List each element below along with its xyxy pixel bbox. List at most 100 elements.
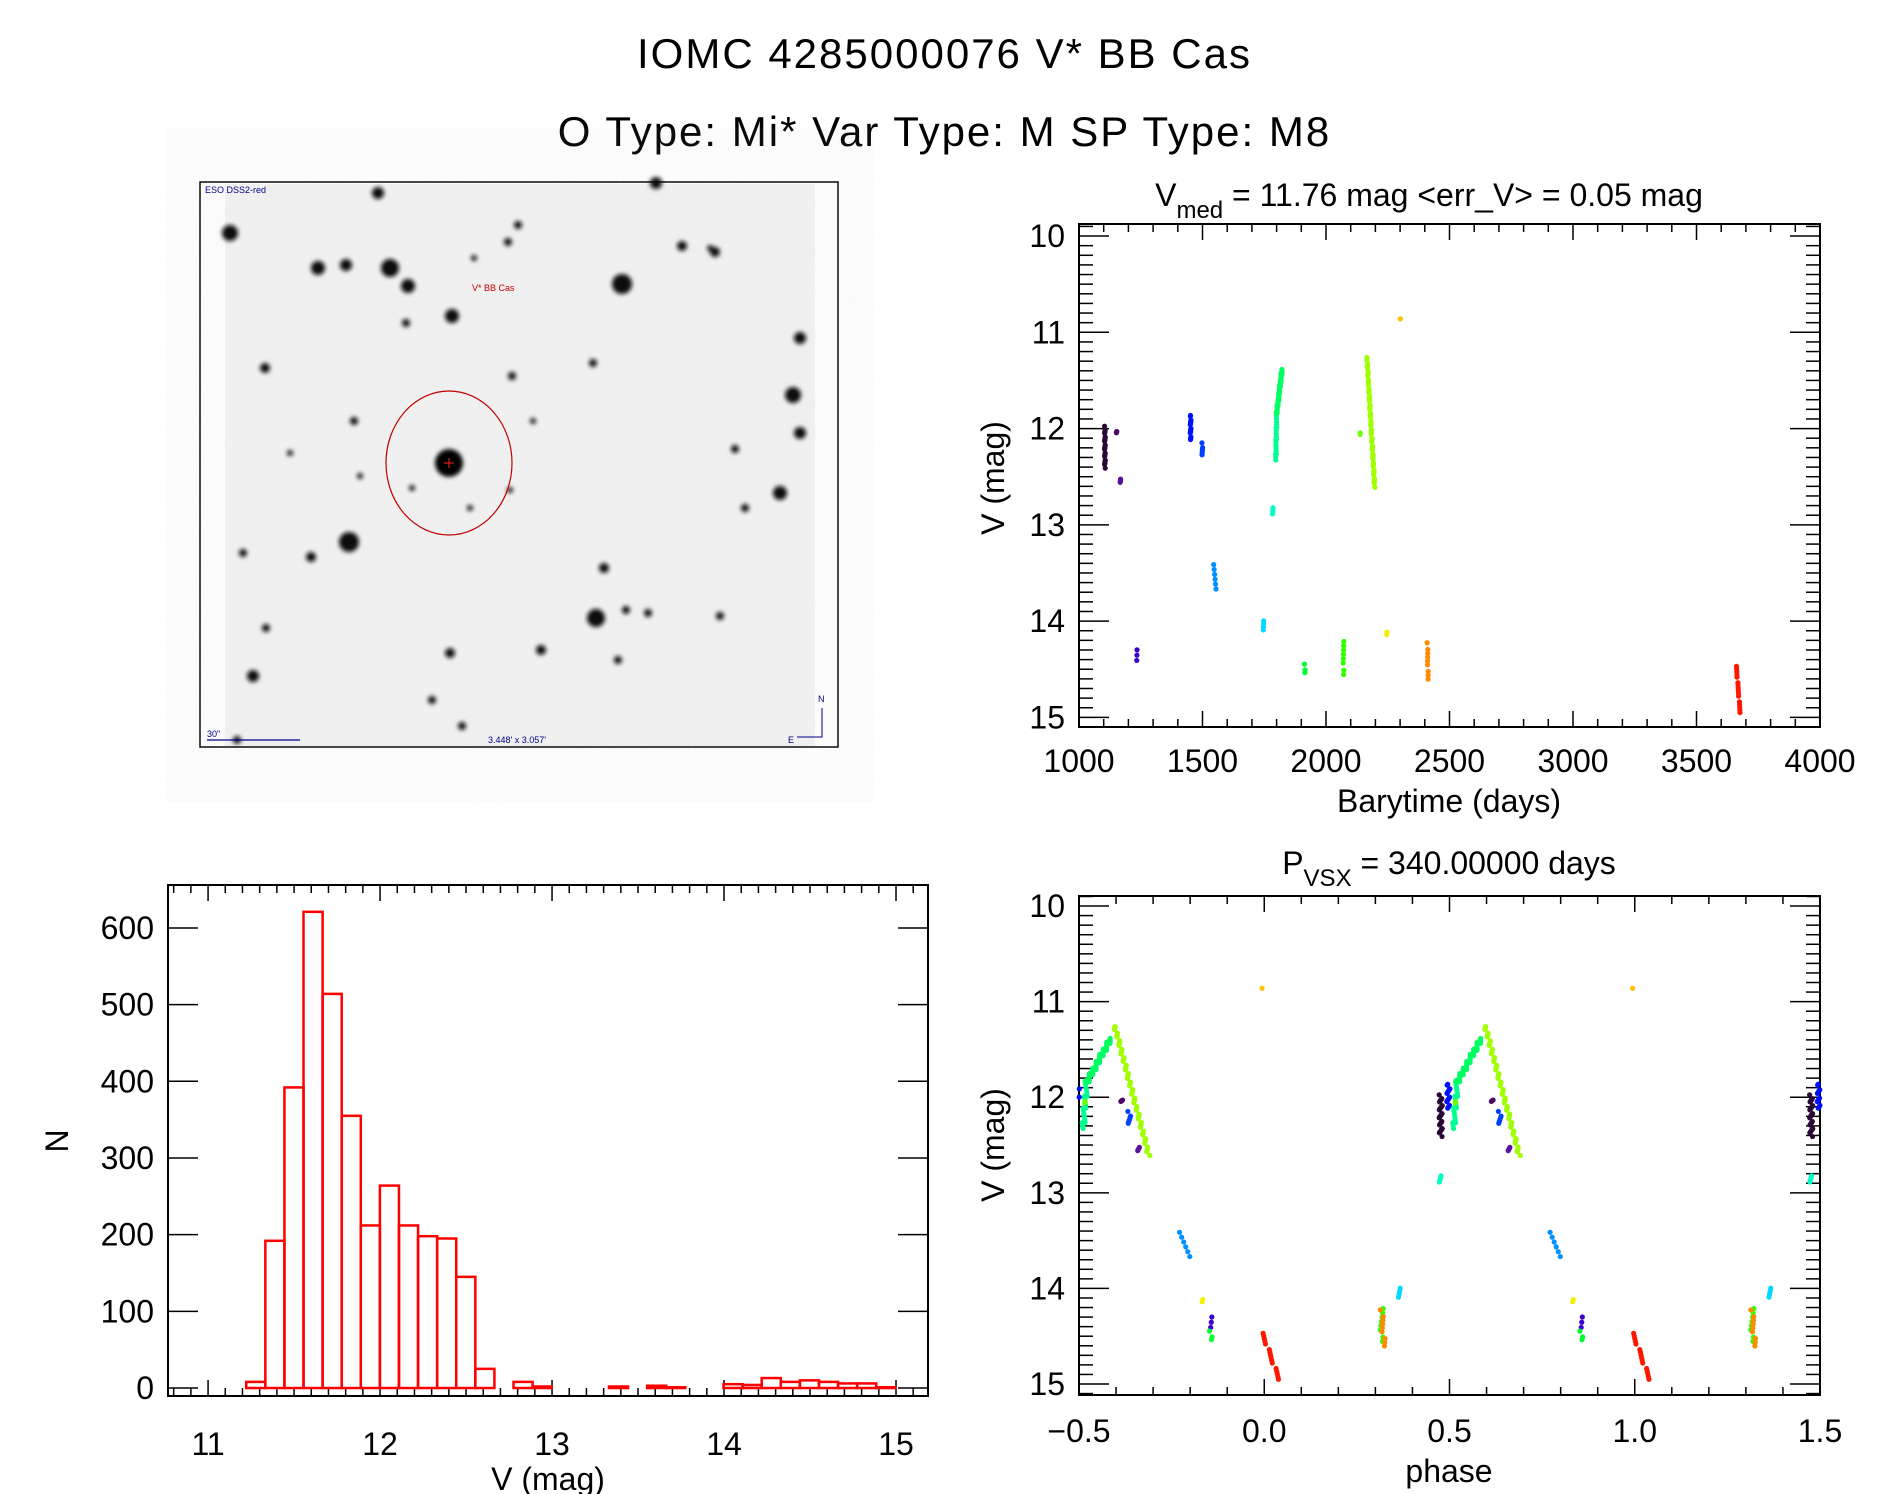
light-curve-plot: Vmed = 11.76 mag <err_V> = 0.05 mag Bary… (975, 177, 1856, 819)
histogram-bar (397, 1224, 420, 1390)
data-point (1382, 1335, 1388, 1342)
data-point (1116, 1042, 1122, 1048)
y-tick-label: 300 (101, 1140, 154, 1176)
data-point (1081, 1100, 1088, 1106)
star (409, 485, 415, 491)
data-point (1488, 1098, 1494, 1105)
y-tick-label: 200 (101, 1217, 154, 1253)
data-point (1549, 1234, 1555, 1240)
star (650, 177, 662, 189)
data-point (1814, 1090, 1821, 1096)
data-point (1113, 430, 1119, 436)
data-point (1341, 643, 1347, 649)
y-tick-label: 11 (1032, 314, 1065, 350)
data-point (1199, 440, 1205, 446)
data-point (1425, 646, 1431, 653)
histogram-bar (264, 1239, 286, 1390)
compass-arrows-icon (797, 708, 823, 738)
data-point (1340, 651, 1347, 657)
data-point (1125, 1108, 1131, 1115)
data-point (1646, 1376, 1652, 1382)
data-point (1380, 1317, 1386, 1323)
target-crosshair-icon (444, 458, 454, 468)
data-point (1302, 670, 1308, 676)
x-tick-label: 15 (878, 1426, 914, 1462)
data-point (1397, 316, 1403, 322)
histogram-bar (607, 1385, 630, 1390)
histogram-bar (321, 992, 343, 1390)
data-point (1425, 672, 1431, 678)
data-point (1425, 676, 1431, 682)
data-point (1734, 674, 1740, 680)
data-point (1187, 1253, 1193, 1260)
data-point (1269, 511, 1276, 517)
star (508, 372, 516, 380)
data-point (1114, 1034, 1120, 1040)
histogram-bar (359, 1224, 382, 1390)
data-point (1279, 366, 1285, 373)
data-point (1570, 1299, 1576, 1305)
star (504, 238, 512, 246)
data-point (1478, 1035, 1484, 1042)
histogram-bar (874, 1386, 897, 1390)
data-point (1807, 1122, 1813, 1128)
data-point (1208, 1319, 1214, 1325)
star (350, 417, 358, 425)
histogram-bar (817, 1380, 840, 1390)
histogram-bar (302, 910, 324, 1390)
star (536, 645, 546, 655)
data-point (1493, 1067, 1499, 1073)
data-point (1735, 693, 1742, 699)
data-point (1752, 1335, 1759, 1342)
data-point (1211, 562, 1217, 568)
phased-title: PVSX = 340.00000 days (1282, 845, 1616, 892)
histogram-bar (722, 1382, 744, 1390)
data-point (1815, 1105, 1821, 1111)
target-aperture-circle (385, 390, 513, 536)
histogram-bar (283, 1086, 305, 1390)
data-point (1579, 1314, 1585, 1320)
sky-noise (225, 184, 815, 746)
data-point (1377, 1307, 1383, 1313)
title-rest: = 340.00000 days (1352, 845, 1616, 881)
data-point (1547, 1229, 1553, 1235)
data-point (1260, 627, 1266, 633)
survey-label: ESO DSS2-red (205, 185, 266, 195)
data-point (1139, 1132, 1146, 1138)
data-point (1372, 484, 1378, 490)
data-point (1212, 571, 1218, 577)
data-point (1807, 1092, 1813, 1098)
data-point (1379, 1329, 1385, 1335)
star (247, 670, 259, 682)
star (530, 418, 536, 424)
data-point (1750, 1317, 1757, 1323)
data-point (1766, 1294, 1772, 1300)
data-point (1439, 1133, 1445, 1140)
x-tick-label: 4000 (1784, 743, 1855, 779)
x-tick-label: 13 (534, 1426, 570, 1462)
star (785, 387, 801, 403)
data-point (1424, 640, 1430, 646)
data-point (1395, 1294, 1402, 1300)
data-point (1425, 654, 1431, 660)
data-point (1147, 1152, 1153, 1159)
star (677, 241, 687, 251)
data-point (1209, 1314, 1215, 1320)
data-point (1640, 1360, 1646, 1366)
star (589, 359, 597, 367)
x-tick-label: 1000 (1043, 743, 1114, 779)
data-point (1495, 1075, 1501, 1081)
histogram-bar (760, 1376, 783, 1390)
data-point (1750, 1325, 1756, 1331)
data-point (1752, 1339, 1758, 1345)
data-point (1122, 1067, 1128, 1073)
star (644, 609, 652, 617)
data-point (1382, 1339, 1388, 1345)
data-point (1424, 662, 1431, 668)
phased-light-curve-plot: PVSX = 340.00000 days phase V (mag) −0.5… (975, 845, 1842, 1489)
data-point (1445, 1105, 1451, 1111)
histogram-bar (741, 1383, 763, 1390)
data-point (1199, 452, 1205, 458)
x-axis-label: V (mag) (491, 1461, 605, 1494)
data-point (1809, 1133, 1816, 1140)
